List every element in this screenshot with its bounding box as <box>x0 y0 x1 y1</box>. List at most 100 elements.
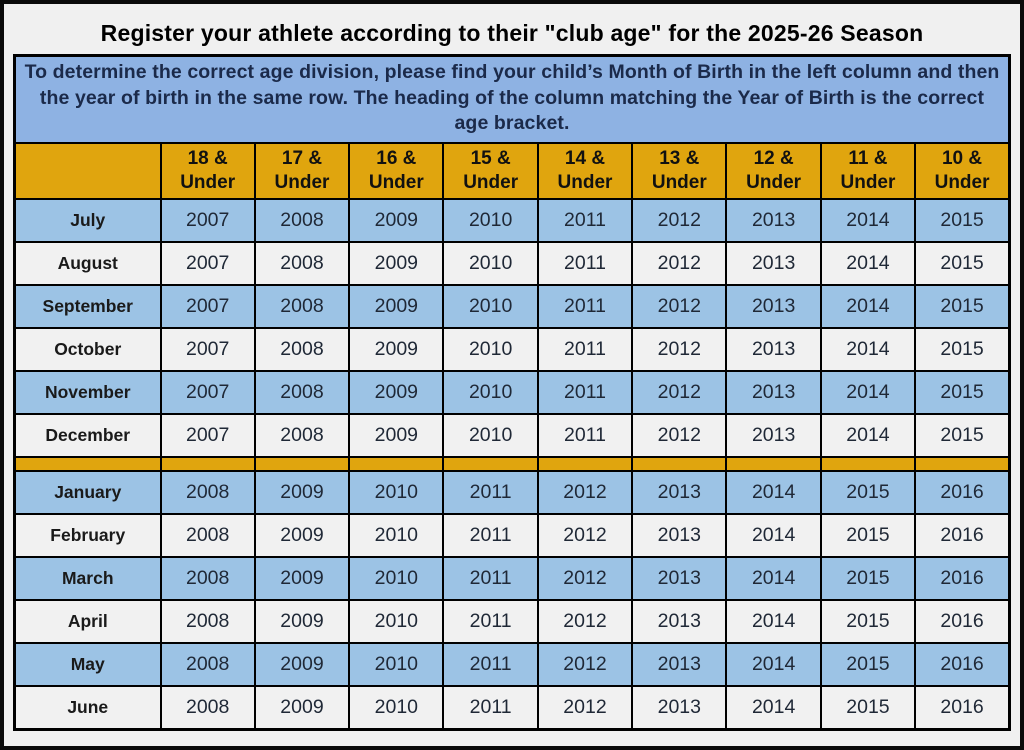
year-value: 2009 <box>348 241 445 287</box>
year-value: 2010 <box>442 413 539 459</box>
table-header-row: 18 & Under 17 & Under 16 & Under 15 & Under… <box>13 142 1011 201</box>
year-value: 2008 <box>253 327 351 373</box>
year-value: 2014 <box>819 413 917 459</box>
year-value: 2010 <box>442 241 539 287</box>
year-value: 2012 <box>536 556 634 602</box>
year-value: 2015 <box>914 413 1011 459</box>
month-label: May <box>13 642 162 688</box>
separator-cell <box>819 456 917 473</box>
year-value: 2008 <box>253 198 351 244</box>
year-value: 2012 <box>536 599 634 645</box>
year-value: 2008 <box>159 685 256 731</box>
table-row: November 2007 2008 2009 2010 2011 2012 2013 2014… <box>13 370 1011 416</box>
year-value: 2009 <box>348 413 445 459</box>
year-value: 2012 <box>536 642 634 688</box>
column-header: 14 & Under <box>536 142 634 201</box>
month-label: November <box>13 370 162 416</box>
separator-cell <box>348 456 445 473</box>
separator-cell <box>914 456 1011 473</box>
instruction-row: To determine the correct age division, p… <box>13 54 1011 145</box>
year-value: 2011 <box>442 470 539 516</box>
year-value: 2015 <box>819 599 917 645</box>
year-value: 2016 <box>914 513 1011 559</box>
year-value: 2014 <box>819 241 917 287</box>
table-row: March 2008 2009 2010 2011 2012 2013 2014 2015 201… <box>13 556 1011 602</box>
year-value: 2014 <box>725 470 822 516</box>
year-value: 2013 <box>725 413 822 459</box>
year-value: 2012 <box>631 198 728 244</box>
year-value: 2009 <box>348 370 445 416</box>
year-value: 2007 <box>159 370 256 416</box>
year-value: 2008 <box>159 513 256 559</box>
year-value: 2012 <box>536 513 634 559</box>
year-value: 2011 <box>442 685 539 731</box>
year-value: 2013 <box>725 284 822 330</box>
year-value: 2010 <box>442 284 539 330</box>
year-value: 2008 <box>159 470 256 516</box>
year-value: 2014 <box>725 599 822 645</box>
column-header: 15 & Under <box>442 142 539 201</box>
year-value: 2015 <box>819 642 917 688</box>
year-value: 2013 <box>725 241 822 287</box>
year-value: 2008 <box>253 413 351 459</box>
page-title: Register your athlete according to their… <box>100 20 924 46</box>
year-value: 2015 <box>819 513 917 559</box>
year-value: 2011 <box>536 198 634 244</box>
year-value: 2011 <box>442 642 539 688</box>
separator-cell <box>159 456 256 473</box>
separator-cell <box>442 456 539 473</box>
year-value: 2008 <box>253 370 351 416</box>
month-label: January <box>13 470 162 516</box>
year-value: 2012 <box>631 370 728 416</box>
instruction-text: To determine the correct age division, p… <box>13 54 1011 145</box>
separator-cell <box>725 456 822 473</box>
year-value: 2014 <box>725 685 822 731</box>
year-value: 2016 <box>914 599 1011 645</box>
month-label: June <box>13 685 162 731</box>
year-value: 2009 <box>348 284 445 330</box>
year-value: 2014 <box>725 642 822 688</box>
year-value: 2012 <box>631 241 728 287</box>
year-value: 2010 <box>442 327 539 373</box>
column-header: 12 & Under <box>725 142 822 201</box>
corner-cell <box>13 142 162 201</box>
table-row: May 2008 2009 2010 2011 2012 2013 2014 2015 2016 <box>13 642 1011 688</box>
year-value: 2012 <box>536 470 634 516</box>
year-value: 2013 <box>631 685 728 731</box>
table-row: April 2008 2009 2010 2011 2012 2013 2014 2015 201… <box>13 599 1011 645</box>
table-row: February 2008 2009 2010 2011 2012 2013 2014 2015… <box>13 513 1011 559</box>
year-value: 2010 <box>442 370 539 416</box>
table-row: June 2008 2009 2010 2011 2012 2013 2014 2015 2016 <box>13 685 1011 731</box>
year-value: 2015 <box>914 370 1011 416</box>
year-value: 2007 <box>159 284 256 330</box>
year-value: 2012 <box>536 685 634 731</box>
year-value: 2009 <box>253 599 351 645</box>
year-value: 2013 <box>725 198 822 244</box>
year-value: 2013 <box>631 642 728 688</box>
year-value: 2014 <box>725 556 822 602</box>
year-value: 2011 <box>442 513 539 559</box>
year-value: 2011 <box>536 284 634 330</box>
year-value: 2010 <box>348 599 445 645</box>
year-value: 2014 <box>819 198 917 244</box>
year-value: 2011 <box>442 556 539 602</box>
year-value: 2016 <box>914 642 1011 688</box>
year-value: 2013 <box>631 556 728 602</box>
year-value: 2013 <box>631 599 728 645</box>
year-value: 2013 <box>725 370 822 416</box>
month-label: April <box>13 599 162 645</box>
year-value: 2008 <box>159 642 256 688</box>
year-value: 2012 <box>631 413 728 459</box>
year-value: 2007 <box>159 413 256 459</box>
separator-row <box>13 456 1011 473</box>
year-value: 2008 <box>159 599 256 645</box>
month-label: December <box>13 413 162 459</box>
table-row: August 2007 2008 2009 2010 2011 2012 2013 2014 20… <box>13 241 1011 287</box>
separator-cell <box>13 456 162 473</box>
year-value: 2016 <box>914 685 1011 731</box>
column-header: 17 & Under <box>253 142 351 201</box>
separator-cell <box>253 456 351 473</box>
year-value: 2013 <box>631 513 728 559</box>
year-value: 2009 <box>253 513 351 559</box>
year-value: 2009 <box>253 470 351 516</box>
